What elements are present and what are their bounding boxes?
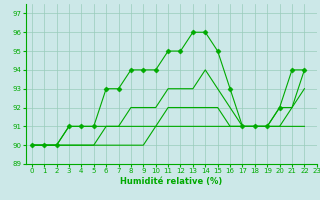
X-axis label: Humidité relative (%): Humidité relative (%) <box>120 177 222 186</box>
